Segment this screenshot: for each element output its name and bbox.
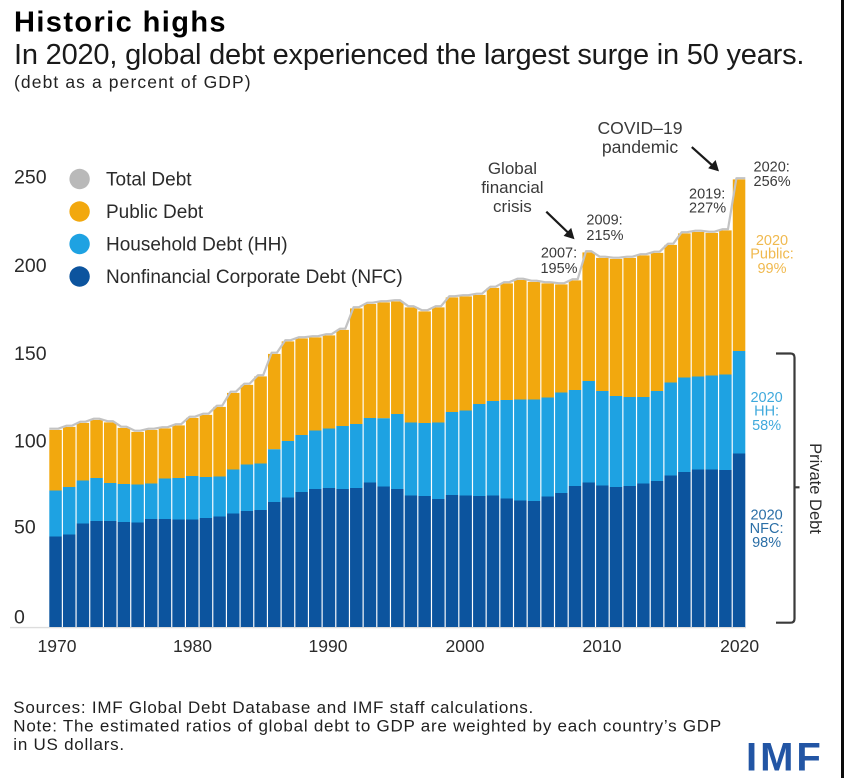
svg-text:crisis: crisis: [493, 197, 532, 216]
svg-text:IMF: IMF: [746, 736, 824, 778]
svg-text:98%: 98%: [752, 535, 781, 551]
svg-text:0: 0: [14, 607, 25, 629]
svg-text:1970: 1970: [38, 636, 77, 656]
svg-text:2020:: 2020:: [754, 160, 790, 176]
svg-text:200: 200: [14, 255, 47, 277]
svg-text:2009:: 2009:: [586, 213, 622, 229]
svg-text:Sources: IMF Global Debt Datab: Sources: IMF Global Debt Database and IM…: [13, 698, 534, 717]
svg-text:1990: 1990: [309, 636, 348, 656]
svg-text:2020: 2020: [720, 636, 759, 656]
svg-text:256%: 256%: [754, 174, 791, 190]
svg-text:Historic highs: Historic highs: [14, 7, 227, 39]
svg-text:Note: The estimated ratios of: Note: The estimated ratios of global deb…: [13, 717, 722, 736]
svg-text:NFC:: NFC:: [750, 521, 784, 537]
svg-text:financial: financial: [481, 178, 543, 197]
svg-text:2000: 2000: [446, 636, 485, 656]
svg-text:Household Debt (HH): Household Debt (HH): [106, 235, 288, 256]
svg-text:1980: 1980: [173, 636, 212, 656]
svg-text:250: 250: [14, 167, 47, 189]
svg-text:227%: 227%: [689, 201, 726, 217]
svg-text:pandemic: pandemic: [602, 137, 678, 157]
svg-text:(debt as a percent of GDP): (debt as a percent of GDP): [14, 72, 252, 92]
svg-text:150: 150: [14, 343, 47, 365]
svg-text:2020: 2020: [750, 508, 782, 524]
svg-text:Private Debt: Private Debt: [806, 443, 824, 534]
svg-text:Public Debt: Public Debt: [106, 202, 204, 223]
svg-text:Public:: Public:: [750, 247, 794, 263]
svg-text:58%: 58%: [752, 418, 781, 434]
svg-text:Nonfinancial Corporate Debt (N: Nonfinancial Corporate Debt (NFC): [106, 267, 403, 288]
svg-text:215%: 215%: [586, 228, 623, 244]
svg-text:Global: Global: [488, 159, 537, 178]
svg-text:In 2020, global debt experienc: In 2020, global debt experienced the lar…: [14, 39, 804, 71]
svg-text:99%: 99%: [757, 261, 786, 277]
svg-text:Total Debt: Total Debt: [106, 170, 192, 191]
svg-text:2007:: 2007:: [541, 246, 577, 262]
svg-text:2010: 2010: [583, 636, 622, 656]
svg-text:in US dollars.: in US dollars.: [13, 735, 125, 754]
svg-text:2019:: 2019:: [689, 187, 725, 203]
svg-text:2020: 2020: [750, 390, 782, 406]
svg-text:50: 50: [14, 517, 36, 539]
svg-text:COVID–19: COVID–19: [597, 118, 682, 138]
svg-text:2020: 2020: [756, 233, 788, 249]
svg-text:195%: 195%: [540, 261, 577, 277]
svg-text:100: 100: [14, 431, 47, 453]
svg-text:HH:: HH:: [754, 404, 779, 420]
